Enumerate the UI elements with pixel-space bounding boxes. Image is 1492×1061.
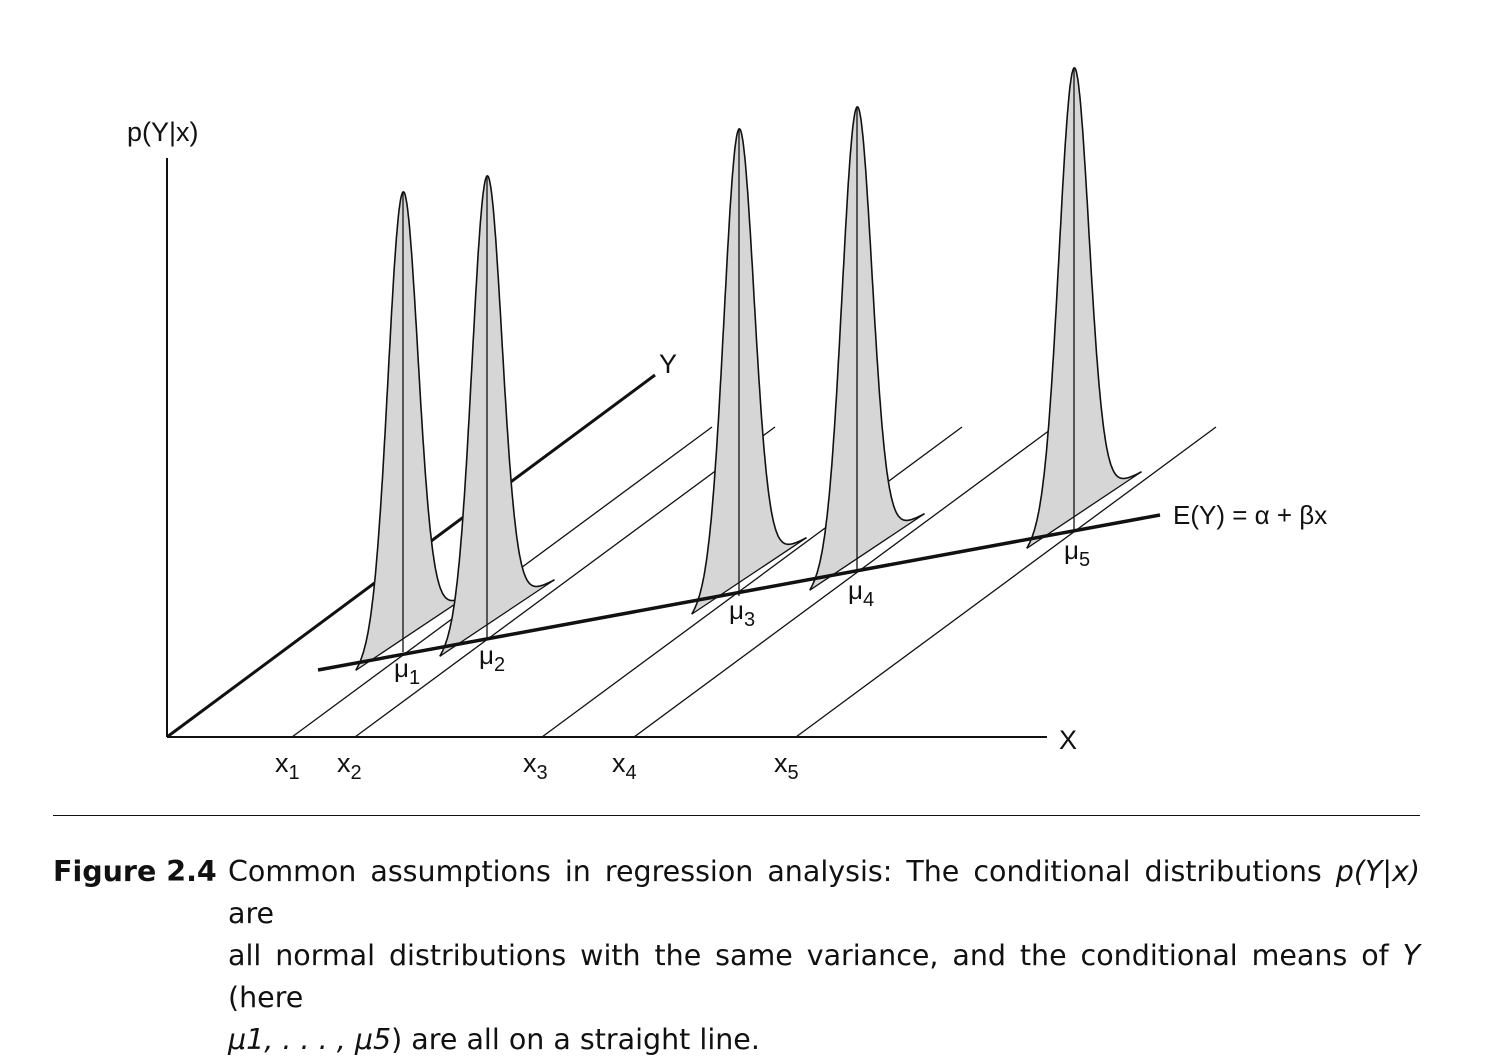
- distribution-fill-1: [355, 191, 471, 671]
- mean-labels: μ1 μ2 μ3 μ4 μ5: [394, 535, 1090, 689]
- mean-label-4: μ4: [848, 575, 874, 611]
- y-axis-label: Y: [659, 349, 677, 379]
- distribution-curve-5: [1026, 67, 1142, 549]
- distribution-curve-4: [809, 106, 925, 591]
- distribution-fill-3: [691, 128, 807, 615]
- x-tick-label-4: x4: [612, 748, 637, 784]
- distribution-curve-2: [439, 175, 555, 657]
- caption-line-1-end: are: [228, 897, 275, 930]
- mean-label-1: μ1: [394, 653, 420, 689]
- x-tick-labels: x1 x2 x3 x4 x5: [275, 748, 799, 784]
- x-tick-label-5: x5: [774, 748, 799, 784]
- caption-math-y: Y: [1402, 939, 1420, 972]
- regression-diagram: p(Y|x) X Y E(Y) = α + βx x1 x2 x3 x4 x5 μ1 μ2…: [127, 67, 1327, 784]
- caption-math-pyx: p(Y|x): [1335, 855, 1420, 888]
- x-tick-label-3: x3: [523, 748, 548, 784]
- vertical-axis-label: p(Y|x): [127, 117, 199, 147]
- caption-line-2-end: (here: [228, 981, 304, 1014]
- distribution-curve-3: [691, 128, 807, 615]
- caption-line-2-text: all normal distributions with the same v…: [228, 939, 1403, 972]
- y-guide-line-3: [541, 426, 963, 738]
- y-guide-line-5: [795, 426, 1217, 738]
- x-tick-label-1: x1: [275, 748, 300, 784]
- caption-label: Figure 2.4: [53, 855, 217, 888]
- caption-divider: [53, 815, 1420, 816]
- distribution-fill-5: [1026, 67, 1142, 549]
- regression-equation-label: E(Y) = α + βx: [1173, 500, 1327, 530]
- distribution-fill-4: [809, 106, 925, 591]
- caption-line-3: μ1, . . . , μ5) are all on a straight li…: [228, 1019, 1420, 1061]
- y-guide-line-2: [354, 426, 776, 738]
- mean-label-2: μ2: [479, 640, 505, 676]
- x-tick-label-2: x2: [337, 748, 362, 784]
- y-guide-line-4: [633, 426, 1055, 738]
- conditional-distributions: [355, 67, 1142, 671]
- caption-line-1-text: Common assumptions in regression analysi…: [228, 855, 1336, 888]
- distribution-base-3: [691, 537, 807, 615]
- caption-line-2: all normal distributions with the same v…: [228, 935, 1420, 1019]
- y-guide-lines: [291, 426, 1217, 738]
- caption-text: Common assumptions in regression analysi…: [228, 851, 1420, 1061]
- distribution-base-1: [355, 593, 471, 671]
- regression-line: [317, 513, 1161, 672]
- caption-line-3-text: ) are all on a straight line.: [391, 1023, 760, 1056]
- mean-label-3: μ3: [729, 595, 755, 631]
- caption-math-mu-range: μ1, . . . , μ5: [228, 1023, 392, 1056]
- x-axis-label: X: [1059, 725, 1077, 755]
- distribution-fill-2: [439, 175, 555, 657]
- mean-label-5: μ5: [1064, 535, 1090, 571]
- distribution-curve-1: [355, 191, 471, 671]
- caption-line-1: Common assumptions in regression analysi…: [228, 851, 1420, 935]
